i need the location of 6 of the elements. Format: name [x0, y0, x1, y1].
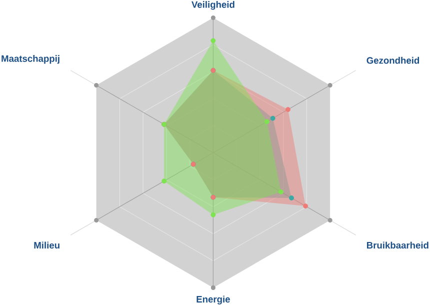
spoke-label: Milieu — [34, 241, 60, 248]
spoke-label: Bruikbaarheid — [366, 241, 428, 248]
spoke-label: Veiligheid — [192, 0, 234, 10]
spoke-label: Maatschappij — [2, 54, 60, 64]
spoke-label: Energie — [196, 295, 230, 304]
spoke-label: Gezondheid — [366, 56, 420, 64]
